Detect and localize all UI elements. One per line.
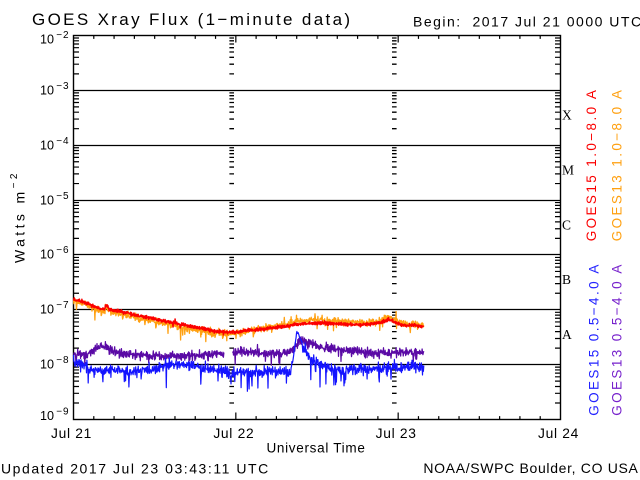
svg-text:NOAA/SWPC Boulder, CO USA: NOAA/SWPC Boulder, CO USA (423, 460, 638, 476)
svg-text:Updated 2017 Jul 23 03:43:11 U: Updated 2017 Jul 23 03:43:11 UTC (1, 461, 270, 477)
svg-text:M: M (562, 163, 574, 178)
svg-text:GOES15 0.5−4.0 A: GOES15 0.5−4.0 A (587, 262, 602, 416)
svg-text:Jul 24: Jul 24 (538, 426, 579, 441)
svg-text:B: B (562, 272, 571, 287)
svg-text:Jul 22: Jul 22 (213, 426, 254, 441)
svg-text:GOES13 1.0−8.0 A: GOES13 1.0−8.0 A (610, 88, 625, 242)
svg-text:A: A (562, 327, 572, 342)
svg-text:GOES15 1.0−8.0 A: GOES15 1.0−8.0 A (584, 88, 599, 242)
svg-text:GOES Xray Flux (1−minute data): GOES Xray Flux (1−minute data) (32, 10, 352, 29)
svg-text:GOES13 0.5−4.0 A: GOES13 0.5−4.0 A (610, 262, 625, 416)
svg-text:Watts m−2: Watts m−2 (9, 170, 28, 263)
svg-text:Jul 23: Jul 23 (376, 426, 417, 441)
svg-text:Begin: 2017 Jul 21 0000 UTC: Begin: 2017 Jul 21 0000 UTC (413, 13, 640, 29)
svg-text:Universal Time: Universal Time (266, 440, 365, 455)
svg-text:C: C (562, 217, 571, 232)
svg-text:X: X (562, 108, 572, 123)
svg-text:Jul 21: Jul 21 (51, 426, 92, 441)
